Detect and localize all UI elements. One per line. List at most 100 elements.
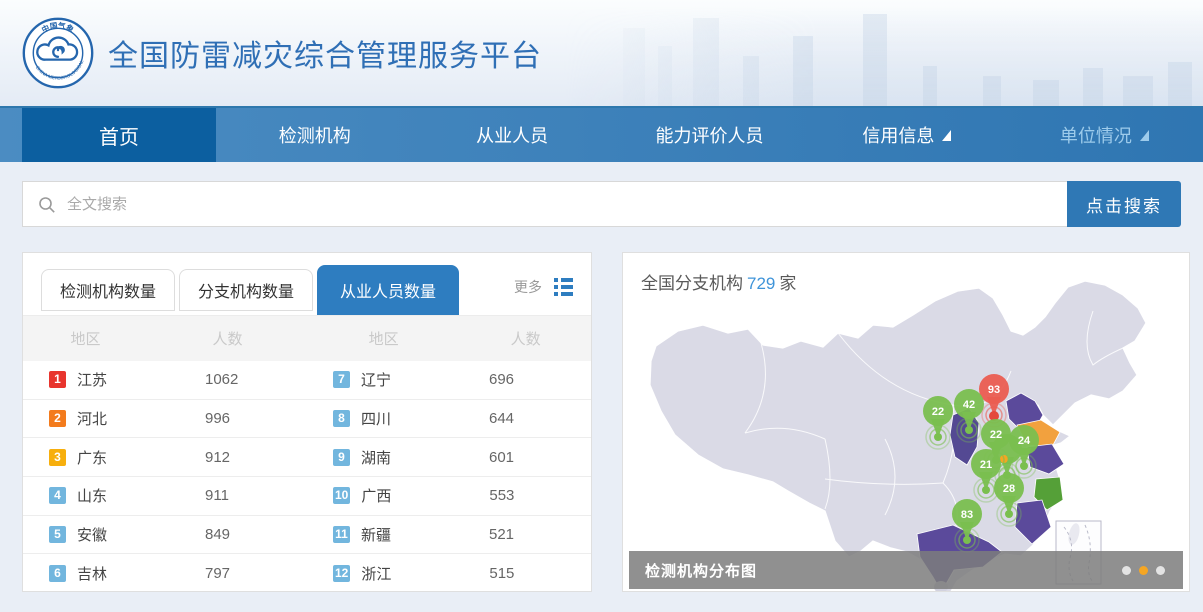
column-header: 人数: [510, 331, 541, 348]
region-count: 515: [489, 564, 515, 582]
column-header: 地区: [368, 331, 399, 348]
nav-item-信用信息[interactable]: 信用信息: [808, 108, 1005, 162]
pin-value: 21: [980, 459, 992, 471]
pin-value: 93: [988, 384, 1000, 396]
table-row: 2 河北 996 8 四川 644: [23, 398, 591, 438]
rank-entry: 4 山东 911: [23, 477, 307, 515]
region-name: 湖南: [361, 449, 392, 467]
table-row: 1 江苏 1062 7 辽宁 696: [23, 361, 591, 399]
carousel-dot[interactable]: [1122, 565, 1131, 575]
main-content: 检测机构数量 分支机构数量 从业人员数量 更多 地区 人数 地区 人数 1 江苏 1062 7 辽…: [22, 252, 1203, 592]
rank-badge: 2: [49, 410, 66, 427]
region-name: 广西: [361, 488, 392, 506]
map-pin-marker[interactable]: 28: [994, 473, 1024, 527]
region-count: 644: [489, 410, 515, 427]
map-card: 全国分支机构 729 家: [622, 252, 1190, 592]
tab-检测机构数量[interactable]: 检测机构数量: [41, 269, 176, 311]
region-name: 安徽: [77, 527, 108, 545]
nav-item-检测机构[interactable]: 检测机构: [278, 126, 351, 146]
rank-entry: 8 四川 644: [307, 400, 591, 438]
search-bar: 点击搜索: [22, 181, 1181, 227]
region-count: 912: [205, 448, 231, 466]
search-box: [22, 181, 1067, 227]
table-body: 1 江苏 1062 7 辽宁 696 2 河北 996 8 四川 644 3 广东 912 9 湖南 601 4 山东…: [23, 361, 591, 592]
table-row: 6 吉林 797 12 浙江 515: [23, 553, 591, 592]
stats-tabs: 检测机构数量 分支机构数量 从业人员数量 更多: [23, 253, 591, 315]
pin-value: 22: [990, 429, 1002, 441]
tab-分支机构数量[interactable]: 分支机构数量: [179, 269, 314, 311]
rank-badge: 11: [333, 526, 350, 544]
rank-badge: 3: [49, 448, 66, 466]
rank-badge: 9: [333, 448, 350, 466]
pin-value: 22: [932, 406, 944, 418]
pin-value: 24: [1018, 435, 1031, 447]
map-pin-marker[interactable]: 24: [1009, 425, 1039, 479]
dropdown-triangle-icon: [942, 129, 952, 141]
map-pin-marker[interactable]: 42: [954, 389, 984, 443]
nav-item-能力评价人员[interactable]: 能力评价人员: [655, 126, 764, 146]
search-input[interactable]: [23, 182, 1067, 226]
map-pin-marker[interactable]: 83: [952, 499, 982, 553]
region-count: 553: [489, 487, 515, 505]
map-caption-bar: 检测机构分布图: [629, 551, 1183, 589]
map-title: 全国分支机构 729 家: [641, 274, 797, 293]
china-map: 93 42 22 22 24 21 28 83: [649, 280, 1147, 591]
rank-badge: 5: [49, 526, 66, 544]
region-name: 河北: [77, 411, 108, 428]
region-name: 新疆: [361, 527, 392, 545]
cma-logo-icon: 中国气象 CHINA METEOROLOGICAL: [22, 17, 94, 89]
skyline-decoration: [563, 6, 1203, 106]
carousel-dots: [1122, 565, 1165, 575]
rank-entry: 9 湖南 601: [307, 438, 591, 476]
rank-badge: 4: [49, 487, 66, 505]
rank-badge: 1: [49, 371, 66, 389]
rank-badge: 12: [333, 564, 351, 582]
tab-从业人员数量[interactable]: 从业人员数量: [317, 265, 460, 315]
region-count: 797: [205, 564, 231, 582]
list-view-icon[interactable]: [554, 278, 573, 296]
rank-entry: 1 江苏 1062: [23, 361, 307, 399]
region-count: 601: [489, 448, 515, 466]
search-button[interactable]: 点击搜索: [1067, 181, 1181, 227]
region-name: 山东: [77, 488, 108, 506]
region-count: 521: [489, 526, 515, 544]
branch-count: 729: [747, 274, 776, 293]
region-name: 浙江: [361, 565, 392, 583]
search-icon: [39, 197, 55, 213]
carousel-dot-active[interactable]: [1139, 565, 1148, 575]
column-header: 地区: [70, 331, 101, 348]
rank-entry: 10 广西 553: [307, 477, 591, 515]
table-row: 5 安徽 849 11 新疆 521: [23, 514, 591, 554]
main-nav: 首页 检测机构 从业人员 能力评价人员 信用信息 单位情况: [0, 108, 1203, 162]
rank-badge: 6: [49, 564, 66, 582]
stats-card: 检测机构数量 分支机构数量 从业人员数量 更多 地区 人数 地区 人数 1 江苏 1062 7 辽…: [22, 252, 592, 592]
rank-entry: 5 安徽 849: [23, 516, 307, 554]
map-pin-marker[interactable]: 21: [971, 449, 1001, 503]
pin-value: 83: [961, 509, 973, 521]
site-header: 中国气象 CHINA METEOROLOGICAL 全国防雷减灾综合管理服务平台: [0, 0, 1203, 108]
region-name: 江苏: [77, 372, 108, 390]
map-caption: 检测机构分布图: [645, 562, 758, 580]
nav-item-单位情况[interactable]: 单位情况: [1006, 108, 1203, 162]
region-count: 849: [205, 526, 231, 544]
rank-entry: 7 辽宁 696: [307, 361, 591, 399]
region-name: 辽宁: [361, 372, 392, 390]
region-name: 吉林: [77, 565, 108, 583]
more-link[interactable]: 更多: [514, 279, 542, 295]
nav-item-从业人员[interactable]: 从业人员: [476, 126, 549, 146]
map-markers: 93 42 22 22 24 21 28 83: [923, 374, 1039, 553]
region-count: 996: [205, 410, 231, 427]
map-pin-marker[interactable]: 93: [979, 374, 1009, 428]
rank-entry: 12 浙江 515: [307, 554, 591, 592]
nav-item-首页[interactable]: 首页: [22, 108, 216, 162]
table-header: 地区 人数 地区 人数: [23, 315, 591, 361]
region-count: 911: [205, 487, 229, 505]
map-pin-marker[interactable]: 22: [923, 396, 953, 450]
cloud-icon: [36, 36, 79, 61]
pin-value: 42: [963, 399, 975, 411]
carousel-dot[interactable]: [1156, 565, 1165, 575]
region-count: 1062: [205, 371, 239, 389]
column-header: 人数: [212, 331, 243, 348]
page-title: 全国防雷减灾综合管理服务平台: [108, 40, 542, 73]
rank-entry: 6 吉林 797: [23, 554, 307, 592]
